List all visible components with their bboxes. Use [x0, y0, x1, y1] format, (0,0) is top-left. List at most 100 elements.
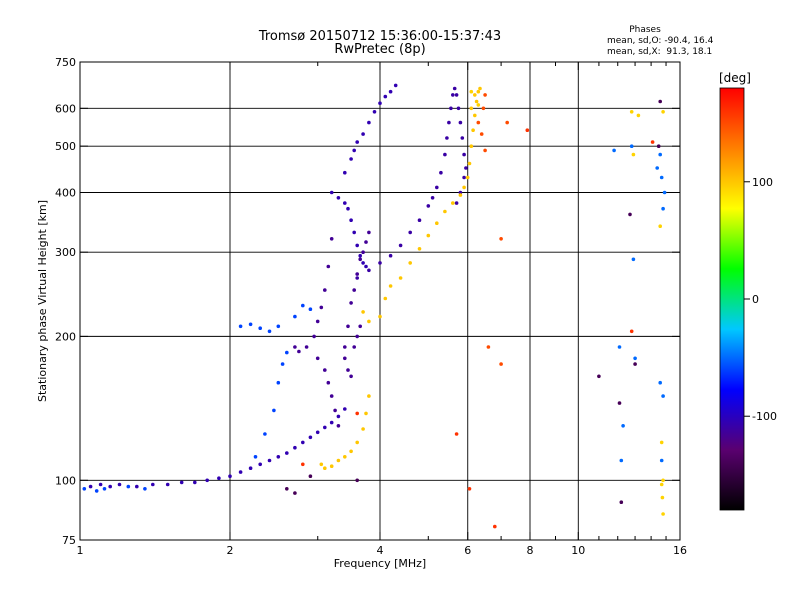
- data-point: [367, 394, 371, 398]
- data-point: [312, 334, 316, 339]
- plot-frame: [79, 61, 681, 541]
- data-point: [451, 93, 455, 97]
- data-point: [343, 170, 347, 175]
- data-point: [336, 458, 341, 463]
- data-point: [315, 319, 320, 324]
- data-point: [617, 345, 622, 349]
- x-tick-label: 4: [377, 544, 384, 557]
- data-point: [258, 462, 263, 467]
- data-point: [481, 106, 486, 111]
- y-tick-label: 750: [55, 56, 76, 69]
- data-point: [336, 196, 341, 200]
- data-point: [323, 368, 327, 372]
- y-tick-label: 600: [55, 102, 76, 115]
- data-point: [343, 356, 347, 361]
- x-tick-label: 16: [673, 544, 687, 557]
- data-point: [358, 253, 363, 258]
- data-point: [393, 83, 398, 88]
- data-point: [248, 322, 253, 327]
- data-point: [358, 324, 363, 329]
- data-point: [304, 345, 309, 349]
- data-point: [388, 253, 393, 258]
- data-point: [476, 89, 481, 94]
- chart-subtitle: RwPretec (8p): [334, 42, 425, 57]
- data-point: [367, 230, 371, 235]
- data-point: [465, 175, 470, 180]
- data-point: [326, 264, 331, 269]
- data-point: [435, 185, 439, 190]
- data-point: [301, 303, 305, 308]
- y-tick-label: 500: [55, 140, 76, 153]
- data-point: [398, 276, 403, 280]
- data-point: [473, 93, 477, 97]
- data-point: [98, 482, 103, 487]
- stats-line-x: mean, sd,X: 91.3, 18.1: [607, 47, 712, 57]
- data-point: [293, 314, 297, 319]
- data-point: [238, 470, 243, 474]
- data-point: [388, 284, 393, 288]
- data-point: [364, 240, 368, 244]
- data-point: [629, 144, 634, 148]
- x-tick-label: 6: [464, 544, 471, 557]
- colorbar-gradient: [719, 87, 745, 511]
- y-tick-label: 100: [55, 474, 76, 487]
- data-point: [143, 487, 147, 491]
- data-point: [451, 201, 455, 205]
- data-point: [464, 166, 468, 170]
- data-point: [659, 440, 664, 445]
- data-point: [458, 193, 463, 197]
- data-point: [349, 301, 353, 305]
- data-point: [655, 166, 659, 170]
- data-point: [217, 476, 221, 481]
- data-point: [94, 489, 99, 493]
- data-point: [349, 449, 353, 454]
- data-point: [355, 411, 360, 416]
- data-point: [456, 106, 461, 111]
- data-point: [633, 362, 637, 366]
- data-point: [315, 430, 320, 435]
- data-point: [662, 190, 667, 195]
- data-point: [293, 491, 297, 495]
- data-point: [417, 218, 422, 222]
- data-point: [443, 152, 447, 157]
- data-point: [454, 93, 459, 97]
- data-point: [633, 356, 637, 361]
- data-point: [293, 345, 297, 349]
- data-point: [364, 264, 368, 269]
- data-point: [355, 334, 360, 339]
- data-point: [660, 495, 665, 500]
- data-point: [267, 458, 272, 463]
- data-point: [308, 307, 313, 312]
- data-point: [228, 474, 232, 479]
- colorbar: [deg] 100 0 -100: [719, 71, 777, 511]
- data-point: [276, 380, 281, 385]
- data-point: [301, 440, 305, 445]
- data-point: [426, 204, 431, 208]
- data-point: [308, 474, 313, 479]
- data-point: [253, 455, 258, 459]
- data-point: [248, 466, 253, 471]
- data-point: [383, 296, 388, 301]
- data-point: [238, 324, 243, 329]
- data-point: [285, 487, 289, 491]
- data-point: [343, 201, 347, 205]
- data-point: [483, 148, 487, 153]
- data-point: [205, 478, 209, 483]
- data-point: [329, 420, 334, 425]
- data-point: [355, 243, 360, 248]
- colorbar-tick-label: 100: [752, 176, 773, 189]
- data-point: [346, 324, 350, 329]
- data-point: [352, 148, 357, 153]
- data-point: [319, 305, 324, 310]
- x-tick-label: 2: [227, 544, 234, 557]
- data-point: [658, 380, 662, 385]
- data-point: [462, 152, 466, 157]
- data-point: [258, 326, 263, 331]
- data-point: [151, 482, 155, 487]
- data-point: [467, 487, 472, 491]
- data-point: [656, 144, 661, 148]
- data-point: [454, 201, 459, 205]
- data-point: [276, 324, 281, 329]
- data-point: [631, 152, 636, 157]
